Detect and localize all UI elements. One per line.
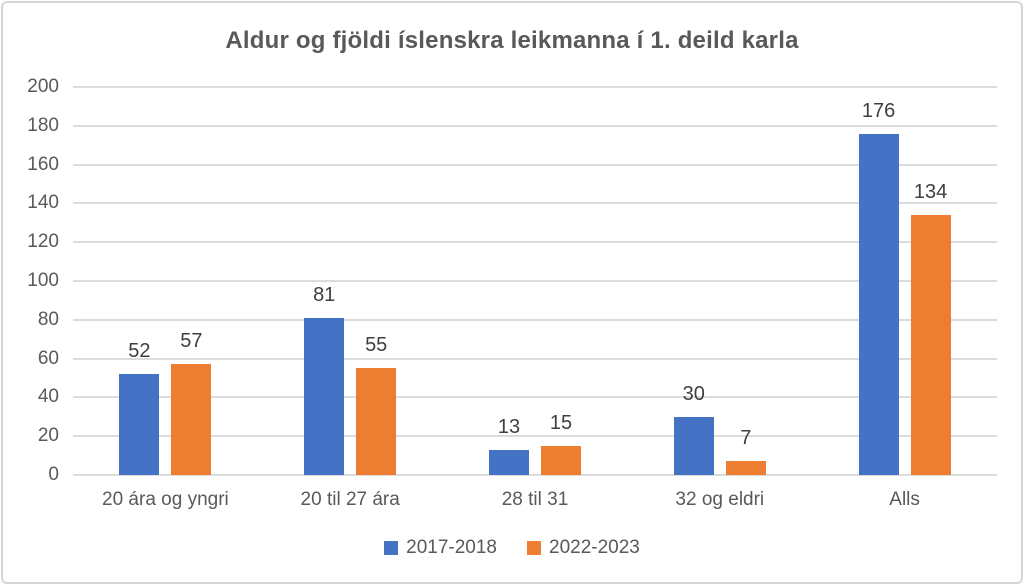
gridline [73,86,997,88]
bar-2022-2023 [356,368,397,475]
y-tick-label: 160 [27,153,59,175]
legend-item: 2017-2018 [384,537,497,559]
legend: 2017-2018 2022-2023 [3,537,1021,559]
legend-swatch-2017-2018 [384,541,399,555]
plot-area: 52 57 81 55 13 15 30 7 176 134 [73,86,997,476]
bar-data-label: 57 [180,330,203,353]
y-axis: 0 20 40 60 80 100 120 140 160 180 200 [3,76,59,485]
gridline [73,202,997,205]
bar-2022-2023 [725,461,766,475]
y-tick-label: 140 [27,192,59,214]
bar-2017-2018 [858,133,899,475]
bar-data-label: 7 [740,427,752,450]
gridline [73,357,997,360]
bar-data-label: 81 [313,283,336,306]
y-tick-label: 180 [27,114,59,136]
bar-data-label: 13 [497,415,521,438]
gridline [73,280,997,282]
bar-2017-2018 [119,374,160,475]
x-category-label: Alls [889,489,920,510]
x-category-label: 20 ára og yngri [102,489,229,510]
chart-title: Aldur og fjöldi íslenskra leikmanna í 1.… [225,27,799,54]
bar-2022-2023 [910,215,951,475]
y-tick-label: 200 [27,76,59,97]
x-category-label: 32 og eldri [675,489,765,510]
bar-2017-2018 [304,317,345,475]
bar-data-label: 15 [549,411,573,434]
y-tick-label: 20 [37,425,59,447]
y-tick-label: 120 [27,231,59,253]
y-tick-label: 80 [37,308,59,330]
y-tick-label: 0 [48,464,59,485]
bar-data-label: 30 [682,382,705,405]
bar-2017-2018 [673,416,714,475]
bar-2022-2023 [171,364,212,475]
x-category-label: 28 til 31 [501,489,569,510]
legend-swatch-2022-2023 [527,541,541,555]
bar-data-label: 176 [861,99,896,122]
gridline [73,163,997,166]
bar-data-label: 55 [365,334,388,357]
gridline [73,396,997,399]
gridline [73,318,997,321]
gridline [73,474,997,476]
y-tick-label: 60 [37,347,59,369]
bar-data-label: 134 [913,181,948,204]
legend-item: 2022-2023 [527,537,640,559]
gridline [73,435,997,438]
gridline [73,124,997,127]
y-tick-label: 100 [27,270,59,291]
x-axis: 20 ára og yngri 20 til 27 ára 28 til 31 32 … [73,489,997,515]
legend-label: 2022-2023 [549,537,640,558]
gridline [73,241,997,244]
bar-2017-2018 [489,449,529,475]
x-category-label: 20 til 27 ára [300,489,400,510]
bar-2022-2023 [541,445,581,475]
y-tick-label: 40 [37,386,59,408]
bar-data-label: 52 [128,340,151,363]
legend-label: 2017-2018 [406,537,497,558]
